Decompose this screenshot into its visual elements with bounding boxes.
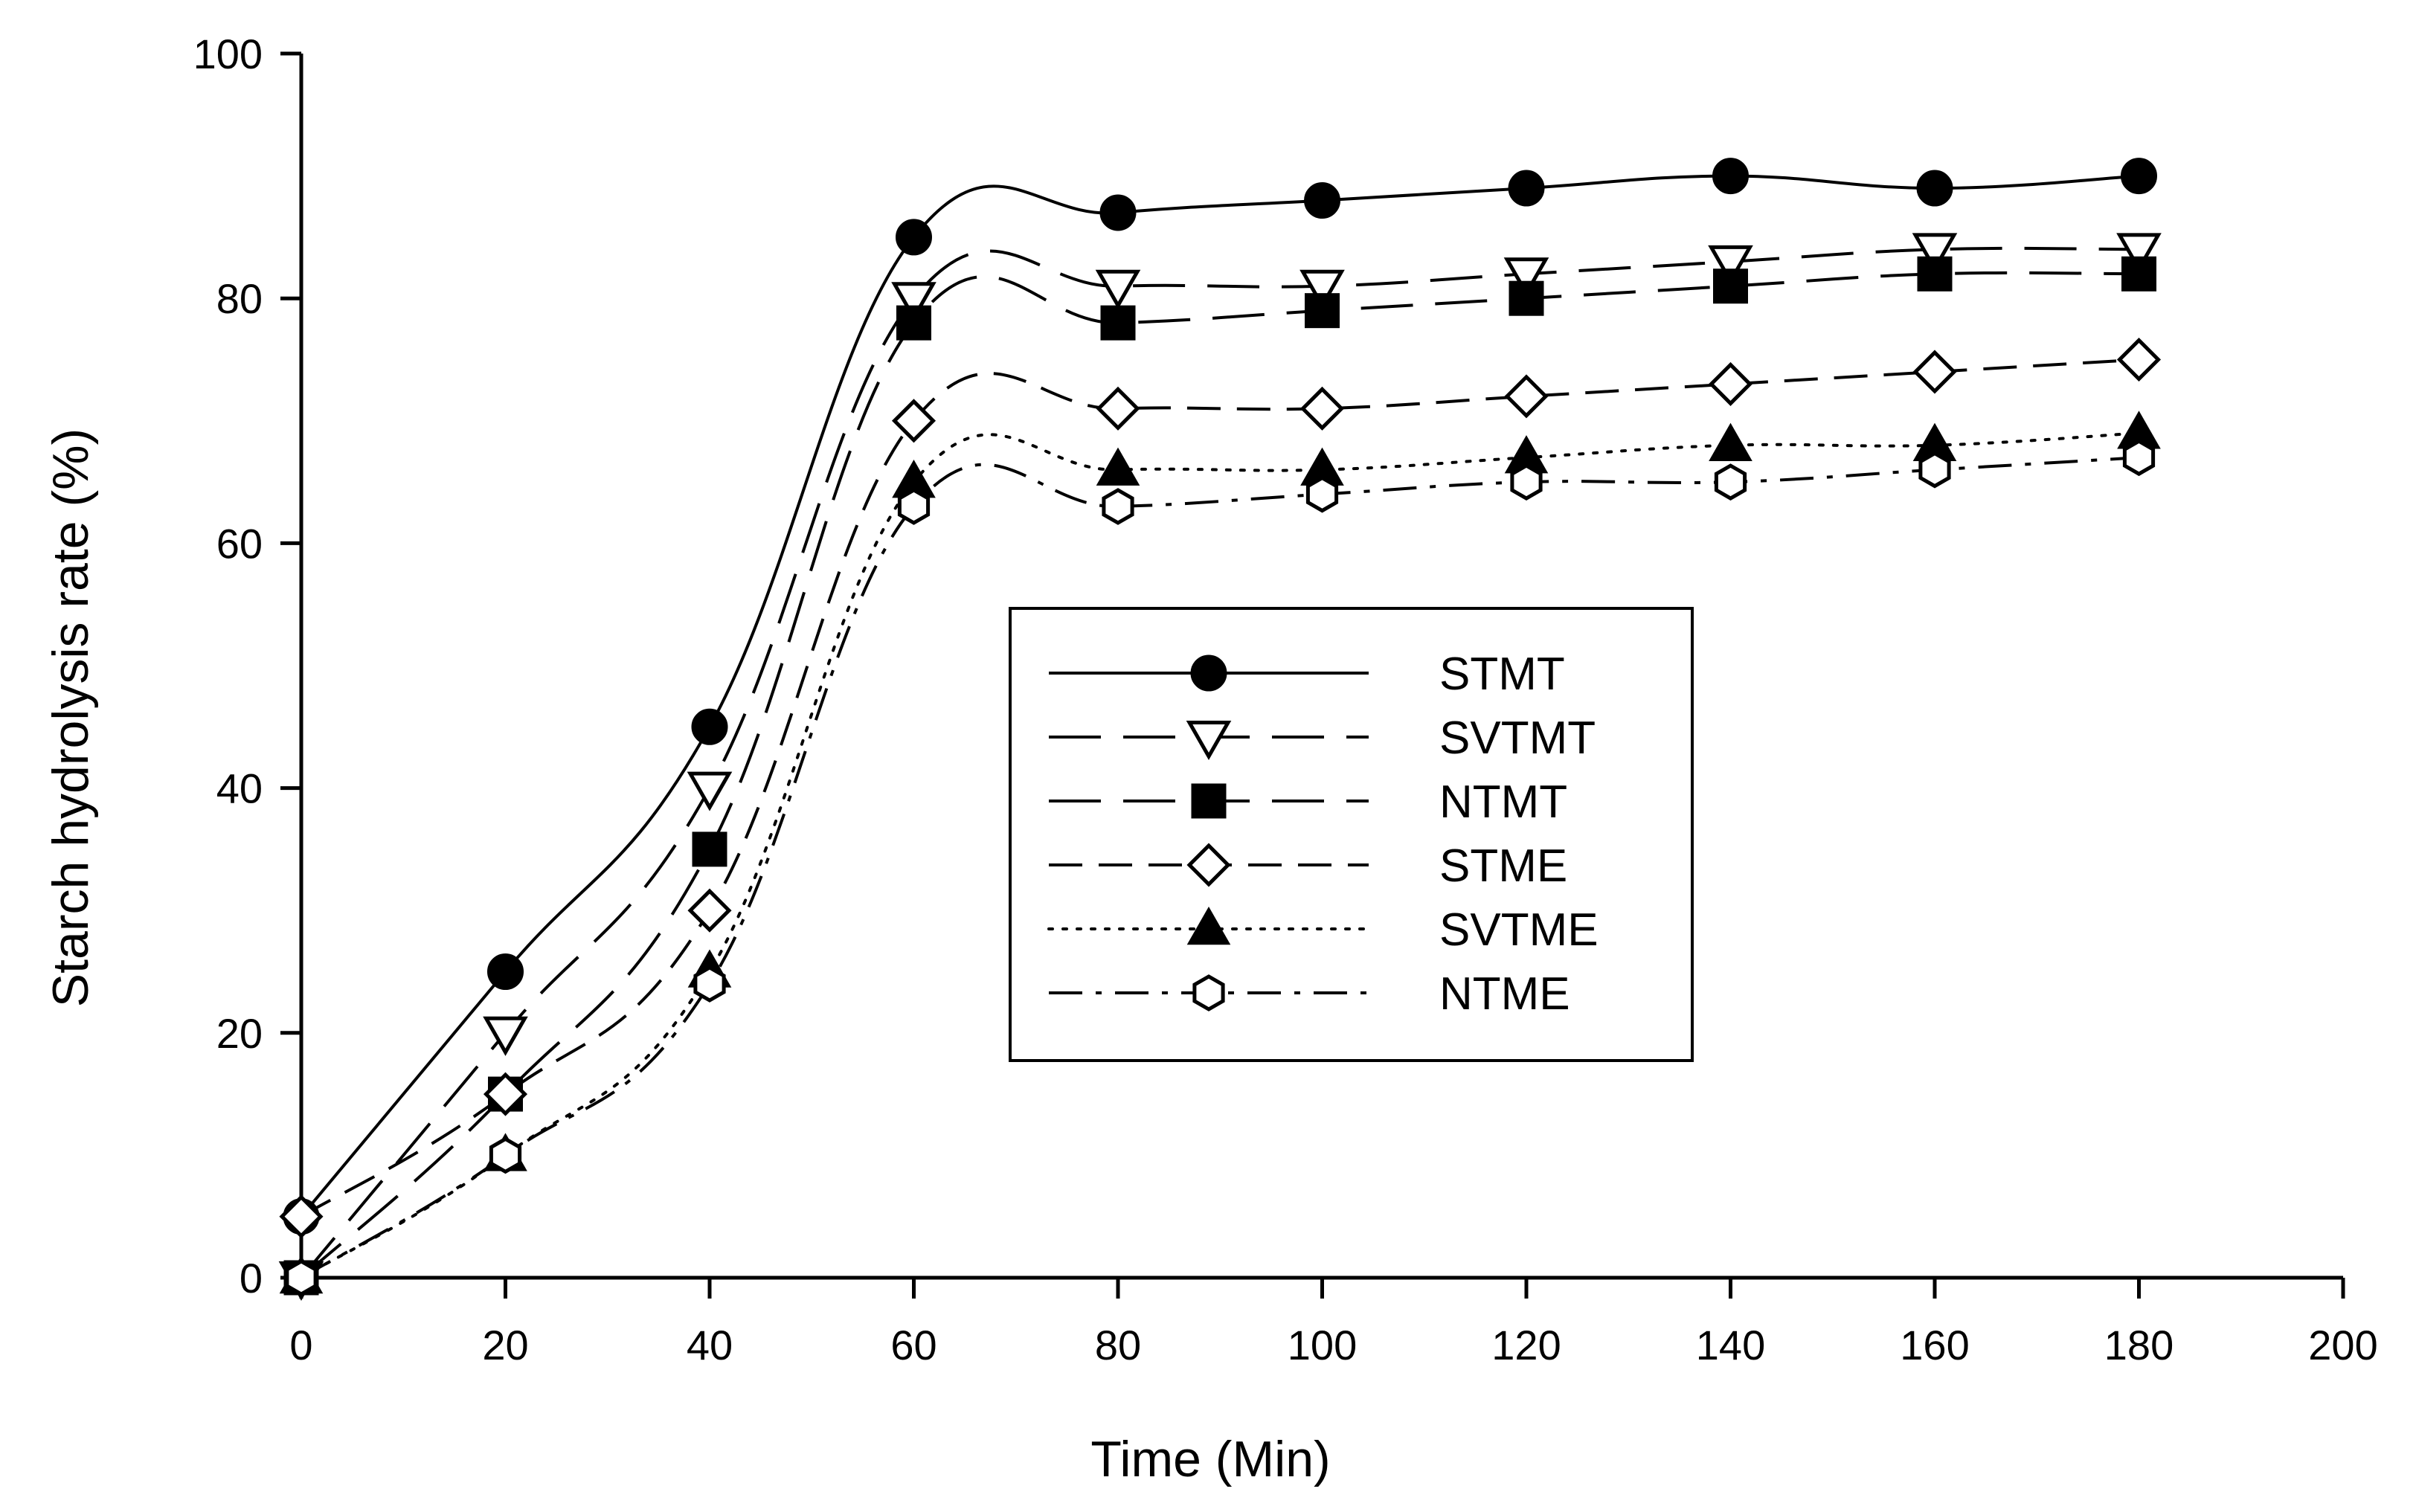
x-tick-label: 200 xyxy=(2308,1322,2377,1368)
data-point-ntme xyxy=(2122,439,2156,477)
data-point-svtmt xyxy=(2116,233,2162,273)
series-line-ntme xyxy=(300,456,2139,1279)
y-tick-label: 100 xyxy=(193,30,263,77)
x-tick-label: 0 xyxy=(289,1322,312,1368)
data-point-svtmt xyxy=(687,771,733,811)
x-tick-label: 40 xyxy=(687,1322,733,1368)
data-point-ntmt xyxy=(2121,256,2156,292)
data-point-ntmt xyxy=(1305,293,1340,329)
data-point-stmt xyxy=(1508,170,1545,207)
series-line-svtmt xyxy=(300,246,2139,1279)
legend-marker-svtme xyxy=(1186,906,1231,945)
x-tick-label: 20 xyxy=(482,1322,528,1368)
y-axis-label: Starch hydrolysis rate (%) xyxy=(42,428,99,1007)
data-point-ntme xyxy=(693,965,726,1003)
data-point-ntme xyxy=(489,1136,522,1174)
data-point-ntme xyxy=(1918,451,1951,489)
data-point-ntme xyxy=(1510,463,1543,501)
data-point-ntme xyxy=(1714,463,1747,501)
data-point-stmt xyxy=(487,953,524,990)
data-point-svtmt xyxy=(1708,245,1753,285)
data-point-svtmt xyxy=(891,282,936,322)
data-point-stme xyxy=(1096,386,1140,431)
data-point-stme xyxy=(1504,374,1549,419)
axes: 0 20 40 60 80 100 0 20 40 60 80 100 120 140 160 180 200 xyxy=(193,30,2378,1368)
data-point-stmt xyxy=(691,708,728,745)
y-tick-label: 0 xyxy=(240,1255,263,1302)
legend-label-stme: STME xyxy=(1439,840,1567,892)
data-point-stme xyxy=(891,399,936,443)
data-point-stmt xyxy=(1712,158,1749,195)
data-point-svtmt xyxy=(1299,269,1345,309)
data-point-svtme xyxy=(1096,447,1140,486)
data-point-ntmt xyxy=(1100,305,1136,341)
y-tick-label: 20 xyxy=(216,1010,263,1057)
data-point-ntmt xyxy=(1509,280,1544,316)
legend-box xyxy=(1009,607,1694,1062)
data-point-ntmt xyxy=(1917,256,1953,292)
data-point-stmt xyxy=(1099,194,1137,231)
data-point-stmt xyxy=(1304,182,1340,219)
data-point-stmt xyxy=(896,219,932,256)
data-point-ntmt xyxy=(896,305,931,341)
x-axis-label: Time (Min) xyxy=(1090,1431,1330,1487)
legend-label-svtme: SVTME xyxy=(1439,904,1599,956)
legend-label-svtmt: SVTMT xyxy=(1439,712,1596,764)
x-tick-label: 100 xyxy=(1288,1322,1357,1368)
legend-marker-stme xyxy=(1186,843,1231,887)
data-point-stmt xyxy=(1916,170,1953,207)
data-point-ntmt xyxy=(1713,268,1748,304)
data-point-stme xyxy=(2116,337,2162,382)
data-point-ntme xyxy=(897,488,931,525)
data-point-stme xyxy=(1299,386,1345,431)
x-tick-label: 60 xyxy=(890,1322,936,1368)
legend-marker-ntme xyxy=(1192,974,1225,1011)
data-point-ntme xyxy=(285,1259,318,1296)
legend-marker-ntmt xyxy=(1191,783,1227,819)
x-tick-label: 180 xyxy=(2104,1322,2174,1368)
series-markers xyxy=(278,158,2162,1302)
y-tick-label: 40 xyxy=(216,765,263,812)
legend-label-ntme: NTME xyxy=(1439,968,1570,1020)
x-tick-label: 80 xyxy=(1095,1322,1141,1368)
y-tick-label: 60 xyxy=(216,520,263,567)
data-point-svtme xyxy=(1709,422,1752,461)
data-point-stme xyxy=(1912,350,1957,394)
data-point-svtmt xyxy=(1503,257,1549,297)
legend-label-stmt: STMT xyxy=(1439,649,1565,700)
data-point-ntmt xyxy=(692,831,727,867)
legend: STMT SVTMT NTMT STME SVTME NTME xyxy=(1009,607,1694,1062)
data-point-stme xyxy=(1708,361,1753,406)
legend-label-ntmt: NTMT xyxy=(1439,776,1567,828)
data-point-svtmt xyxy=(483,1016,528,1056)
data-point-stme xyxy=(279,1194,324,1239)
data-point-ntme xyxy=(1102,488,1134,525)
x-tick-label: 140 xyxy=(1696,1322,1765,1368)
data-point-svtmt xyxy=(1912,233,1958,273)
data-point-svtmt xyxy=(1095,269,1141,309)
y-tick-label: 80 xyxy=(216,275,263,322)
legend-marker-stmt xyxy=(1190,654,1227,692)
data-point-stmt xyxy=(2121,158,2157,195)
x-tick-label: 120 xyxy=(1491,1322,1561,1368)
data-point-stme xyxy=(483,1072,528,1116)
data-point-stme xyxy=(687,888,732,933)
data-point-ntme xyxy=(1305,475,1339,513)
legend-marker-svtmt xyxy=(1186,721,1232,761)
x-tick-label: 160 xyxy=(1900,1322,1969,1368)
